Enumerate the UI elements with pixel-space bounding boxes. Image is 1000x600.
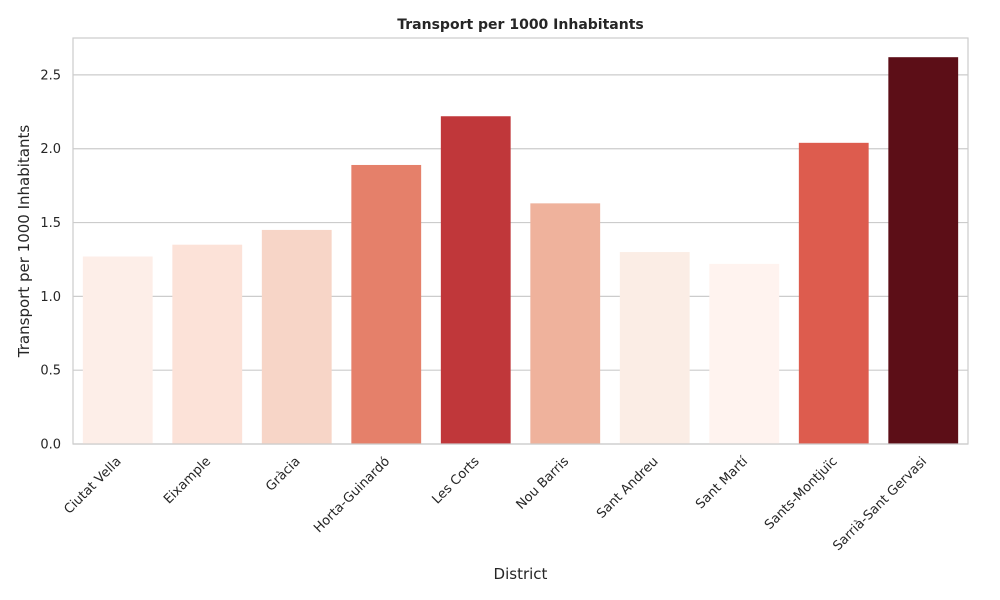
x-tick-label: Eixample xyxy=(161,454,214,507)
y-tick-label: 2.0 xyxy=(40,142,61,157)
x-tick-label: Gràcia xyxy=(263,454,303,494)
x-tick-label: Sant Andreu xyxy=(594,454,661,521)
bar-nou-barris xyxy=(530,203,601,444)
bar-eixample xyxy=(172,244,243,444)
x-tick-label: Nou Barris xyxy=(514,454,573,513)
bar-les-corts xyxy=(440,116,511,444)
y-tick-label: 2.5 xyxy=(40,68,61,83)
bar-layer xyxy=(82,57,959,445)
x-tick-label: Sant Martí xyxy=(693,454,751,512)
x-tick-label: Sarrià-Sant Gervasi xyxy=(830,454,930,554)
x-tick-label: Ciutat Vella xyxy=(61,454,124,517)
bar-sants-montju-c xyxy=(798,142,869,444)
y-tick-labels: 0.0 0.5 1.0 1.5 2.0 2.5 xyxy=(40,68,61,452)
bar-sant-mart- xyxy=(709,263,780,444)
x-tick-label: Sants-Montjuïc xyxy=(762,454,841,533)
x-tick-label: Horta-Guinardó xyxy=(311,454,393,536)
bar-horta-guinard- xyxy=(351,164,422,444)
bar-sarri-sant-gervasi xyxy=(888,57,959,445)
bar-ciutat-vella xyxy=(82,256,153,444)
y-tick-label: 0.0 xyxy=(40,438,61,453)
chart-title: Transport per 1000 Inhabitants xyxy=(397,17,643,33)
x-axis-label: District xyxy=(494,565,548,583)
y-tick-label: 1.5 xyxy=(40,216,61,231)
bar-gr-cia xyxy=(261,229,332,444)
y-axis-label: Transport per 1000 Inhabitants xyxy=(15,125,33,359)
y-tick-label: 0.5 xyxy=(40,364,61,379)
x-tick-label: Les Corts xyxy=(429,454,482,507)
bar-sant-andreu xyxy=(619,252,690,444)
y-tick-label: 1.0 xyxy=(40,290,61,305)
x-tick-labels: Ciutat Vella Eixample Gràcia Horta-Guinardó… xyxy=(61,454,930,554)
plot-frame xyxy=(72,37,969,445)
